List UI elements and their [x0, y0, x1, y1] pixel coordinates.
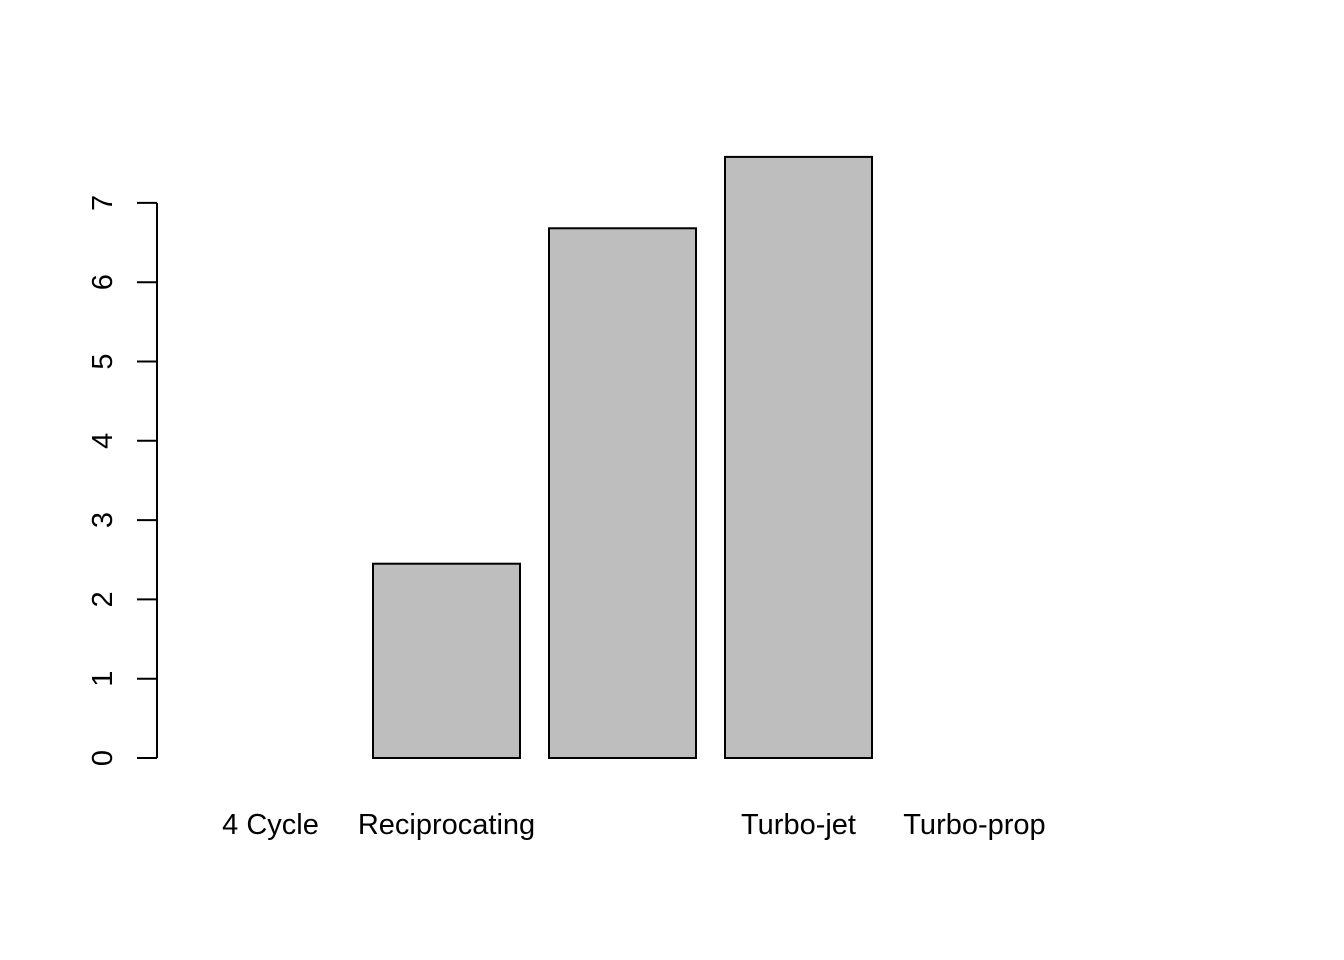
x-tick-label: Turbo-prop: [903, 809, 1045, 841]
y-tick-label: 0: [87, 750, 119, 766]
x-tick-label: Reciprocating: [358, 809, 535, 841]
y-tick-label: 2: [87, 591, 119, 607]
y-tick-label: 6: [87, 274, 119, 290]
x-axis-labels: 4 Cycle Reciprocating Turbo-jet Turbo-prop: [222, 809, 1046, 841]
x-tick-label: 4 Cycle: [222, 809, 319, 841]
y-tick-label: 3: [87, 512, 119, 528]
x-tick-label: Turbo-jet: [741, 809, 856, 841]
bar-unlabeled-2: [548, 227, 697, 759]
y-axis: 0 1 2 3 4 5 6 7: [87, 195, 158, 766]
bars-group: [372, 155, 873, 760]
y-tick-label: 5: [87, 353, 119, 369]
y-tick-label: 1: [87, 671, 119, 687]
y-tick-label: 7: [87, 195, 119, 211]
bar-turbo-jet: [724, 155, 873, 759]
bar-reciprocating: [372, 562, 521, 760]
y-tick-label: 4: [87, 433, 119, 449]
